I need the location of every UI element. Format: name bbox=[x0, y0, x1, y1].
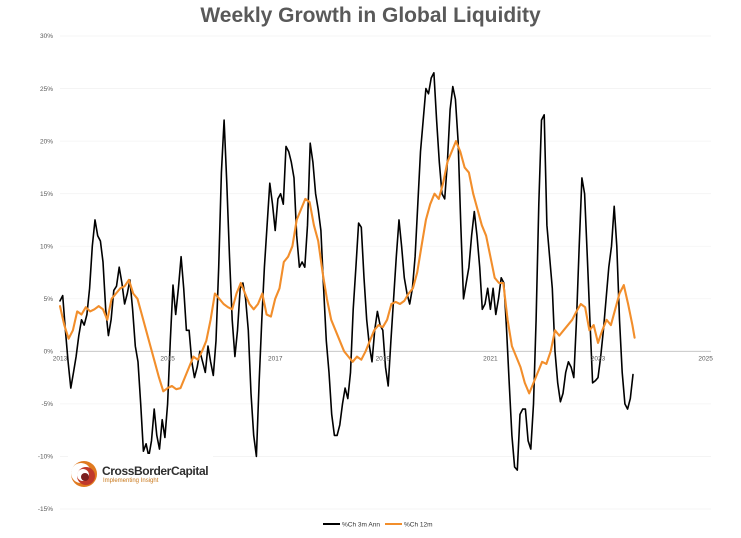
legend: %Ch 3m Ann %Ch 12m bbox=[323, 521, 433, 528]
y-tick-label: 0% bbox=[44, 349, 54, 356]
series-line-ch-12m bbox=[58, 140, 636, 395]
logo-tagline: Implementing Insight bbox=[103, 478, 159, 484]
logo-name: CrossBorderCapital bbox=[102, 464, 209, 478]
x-tick-label: 2015 bbox=[160, 355, 175, 362]
x-axis-ticks: 2013 2015 2017 2019 2021 2023 2025 bbox=[53, 355, 713, 362]
series-lines bbox=[58, 72, 636, 471]
y-tick-label: -5% bbox=[41, 401, 53, 408]
y-axis-ticks: 30% 25% 20% 15% 10% 5% 0% -5% -10% -15% bbox=[38, 33, 53, 513]
legend-label: %Ch 12m bbox=[404, 521, 433, 528]
y-tick-label: 25% bbox=[40, 86, 53, 93]
x-tick-label: 2017 bbox=[268, 355, 283, 362]
y-tick-label: -15% bbox=[38, 506, 53, 513]
x-tick-label: 2021 bbox=[483, 355, 498, 362]
series-line-ch-3m-ann bbox=[59, 72, 634, 471]
x-tick-label: 2019 bbox=[376, 355, 391, 362]
x-tick-label: 2013 bbox=[53, 355, 68, 362]
crossborder-capital-logo: CrossBorderCapital Implementing Insight bbox=[68, 454, 213, 496]
chart-title: Weekly Growth in Global Liquidity bbox=[200, 4, 541, 27]
y-tick-label: 15% bbox=[40, 191, 53, 198]
crossborder-logo-icon bbox=[71, 461, 97, 487]
x-tick-label: 2023 bbox=[591, 355, 606, 362]
x-tick-label: 2025 bbox=[698, 355, 713, 362]
y-tick-label: -10% bbox=[38, 454, 53, 461]
y-tick-label: 5% bbox=[44, 296, 54, 303]
y-tick-label: 30% bbox=[40, 33, 53, 40]
legend-label: %Ch 3m Ann bbox=[342, 521, 380, 528]
y-tick-label: 10% bbox=[40, 243, 53, 250]
y-tick-label: 20% bbox=[40, 138, 53, 145]
